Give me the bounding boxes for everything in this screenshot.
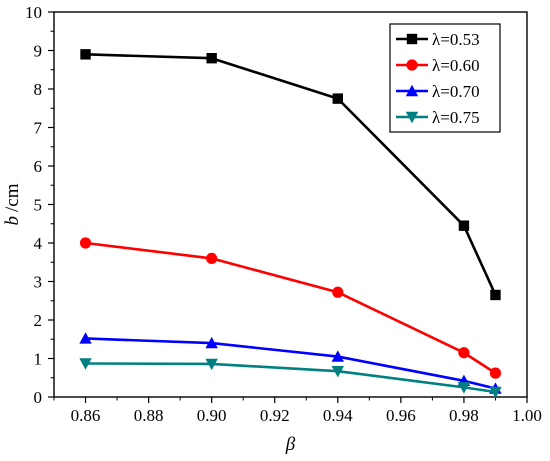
y-axis-title: b/cm (2, 183, 23, 225)
legend-swatch-marker (406, 33, 418, 45)
y-tick-label: 5 (34, 196, 43, 215)
series-line (85, 362, 496, 394)
legend-item: λ=0.53 (396, 30, 480, 49)
data-point (458, 220, 470, 231)
legend-swatch-marker (406, 59, 418, 71)
data-point (79, 237, 92, 249)
x-tick-label: 0.88 (134, 406, 164, 425)
legend-label: λ=0.53 (432, 30, 480, 49)
x-axis-title: β (285, 434, 296, 455)
y-tick-label: 3 (34, 273, 43, 292)
x-tick-label: 0.86 (71, 406, 101, 425)
data-point (80, 49, 91, 60)
legend-swatch-marker (405, 111, 419, 124)
data-point (206, 252, 218, 264)
series-line (85, 241, 497, 375)
x-tick-label: 0.92 (260, 406, 290, 425)
x-tick-label: 0.90 (197, 406, 227, 425)
y-axis-title-symbol: b (2, 216, 23, 226)
legend-label: λ=0.70 (432, 82, 480, 101)
y-tick-label: 8 (34, 80, 43, 99)
data-point (331, 366, 344, 378)
series-2 (79, 237, 502, 379)
y-tick-label: 7 (34, 119, 43, 138)
y-tick-label: 2 (34, 311, 43, 330)
x-tick-label: 0.96 (386, 406, 416, 425)
data-point (489, 386, 502, 399)
data-point (489, 367, 502, 379)
x-tick-label: 0.98 (449, 406, 479, 425)
y-axis: 0 1 2 3 4 5 6 7 8 9 10 (25, 3, 54, 407)
y-tick-label: 1 (34, 350, 43, 369)
data-point (205, 336, 218, 349)
series-1 (80, 49, 501, 301)
data-point (457, 382, 471, 394)
legend-label: λ=0.75 (432, 108, 480, 127)
x-tick-label: 1.00 (512, 406, 542, 425)
legend-item: λ=0.70 (396, 82, 480, 101)
legend-label: λ=0.60 (432, 56, 480, 75)
data-point (332, 93, 343, 104)
data-point (458, 347, 470, 359)
data-point (490, 289, 501, 301)
data-point (206, 53, 217, 64)
data-point (331, 350, 344, 362)
y-tick-label: 0 (34, 388, 43, 407)
data-point (79, 332, 92, 344)
series-4 (79, 358, 502, 399)
legend-item: λ=0.75 (396, 108, 480, 127)
legend-item: λ=0.60 (396, 56, 480, 75)
y-axis-title-unit: /cm (2, 183, 23, 212)
data-point (205, 358, 218, 371)
legend: λ=0.53 λ=0.60 λ=0.70 λ=0.75 (389, 23, 501, 133)
y-tick-label: 9 (34, 42, 43, 61)
y-tick-label: 4 (34, 234, 43, 253)
data-point (79, 358, 92, 370)
data-point (332, 286, 344, 298)
legend-swatch-marker (405, 84, 419, 97)
x-tick-label: 0.94 (323, 406, 353, 425)
y-tick-label: 6 (34, 157, 43, 176)
y-tick-label: 10 (25, 3, 42, 22)
series-layer (79, 49, 502, 399)
x-axis: 0.86 0.88 0.90 0.92 0.94 0.96 0.98 1.00 (53, 397, 542, 425)
